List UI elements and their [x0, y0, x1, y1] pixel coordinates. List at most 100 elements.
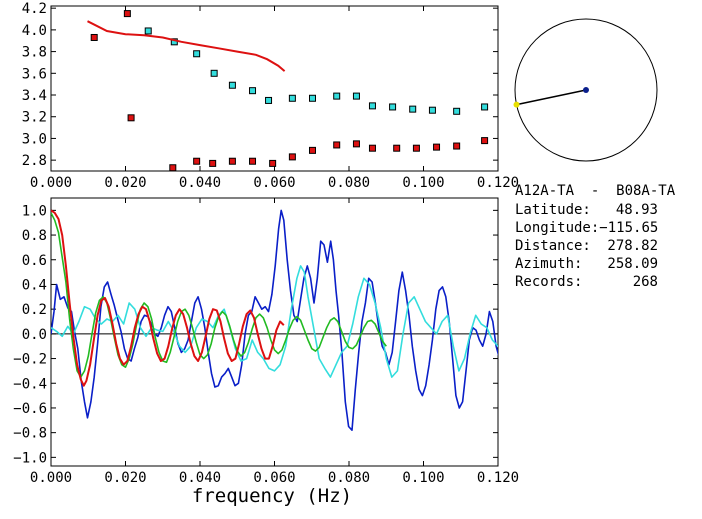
dispersion-y-tick-label: 4.2: [22, 1, 47, 17]
cyan-data-point: [352, 92, 360, 100]
red-data-point: [209, 159, 217, 167]
red-data-point: [269, 159, 277, 167]
dispersion-y-tick-label: 3.4: [22, 88, 47, 104]
coherency-plot-frame: [50, 197, 499, 467]
coherency-y-tick-label: 0.6: [22, 253, 47, 269]
cyan-data-point: [193, 50, 201, 58]
coherency-y-tick-label: −0.8: [13, 426, 47, 442]
station-info-row: Records: 268: [515, 273, 700, 291]
dispersion-x-tick-label: 0.040: [179, 175, 221, 191]
red-data-point: [308, 146, 316, 154]
center-station-marker: [583, 87, 589, 93]
dispersion-plot-frame: [50, 5, 499, 172]
red-data-point: [169, 164, 177, 171]
coherency-y-tick-label: 1.0: [22, 203, 47, 219]
dispersion-x-tick-label: 0.100: [402, 175, 444, 191]
station-info-label: Latitude:: [515, 202, 591, 218]
blue-coherency-line: [51, 209, 498, 431]
coherency-y-tick-label: −0.2: [13, 352, 47, 368]
azimuth-map: [513, 18, 658, 162]
azimuth-path: [516, 89, 587, 106]
coherency-y-tick-label: −1.0: [13, 450, 47, 466]
dispersion-y-tick-label: 3.2: [22, 110, 47, 126]
edge-station-marker: [513, 101, 520, 108]
coherency-y-tick-label: 0.4: [22, 277, 47, 293]
x-axis-label: frequency (Hz): [192, 485, 352, 507]
station-info-row: Distance: 278.82: [515, 237, 700, 255]
coherency-x-tick-label: 0.060: [253, 470, 295, 486]
cyan-data-point: [265, 96, 273, 104]
station-info-value: 48.93: [615, 202, 658, 218]
dispersion-x-tick-label: 0.000: [30, 175, 72, 191]
red-coherency-line: [51, 209, 285, 387]
cyan-data-point: [308, 94, 316, 102]
coherency-x-tick-label: 0.020: [104, 470, 146, 486]
red-data-point: [412, 144, 420, 152]
coherency-x-tick-label: 0.000: [30, 470, 72, 486]
cyan-data-point: [228, 81, 236, 89]
coherency-y-tick-label: −0.6: [13, 401, 47, 417]
station-info-row: Latitude: 48.93: [515, 201, 700, 219]
station-info-label: Records:: [515, 274, 583, 290]
red-data-point: [368, 144, 376, 152]
red-data-point: [193, 157, 201, 165]
cyan-data-point: [409, 105, 417, 113]
cyan-coherency-line: [51, 265, 498, 378]
station-info-rows: Latitude: 48.93 Longitude: −115.65 Distance:…: [515, 201, 700, 291]
dispersion-marks: [87, 10, 489, 171]
red-data-point: [333, 141, 341, 149]
station-info-label: Longitude:: [515, 220, 600, 236]
cyan-data-point: [481, 103, 489, 111]
coherency-ticks: 0.000 0.020 0.040 0.060 0.080 0.100 0.120 1.0 0.…: [13, 198, 519, 486]
station-info-row: Azimuth: 258.09: [515, 255, 700, 273]
dispersion-x-tick-label: 0.080: [328, 175, 370, 191]
station-info-value: 258.09: [607, 256, 658, 272]
cyan-data-point: [389, 103, 397, 111]
dispersion-y-tick-label: 2.8: [22, 153, 47, 169]
dispersion-panel: 0.000 0.020 0.040 0.060 0.080 0.100 0.120 2.8 3.…: [22, 1, 519, 191]
dispersion-y-tick-label: 3.6: [22, 66, 47, 82]
red-data-point: [481, 137, 489, 145]
red-data-point: [127, 114, 135, 122]
coherency-x-tick-label: 0.120: [477, 470, 519, 486]
red-data-point: [90, 33, 98, 41]
dispersion-x-tick-label: 0.120: [477, 175, 519, 191]
red-data-point: [249, 157, 257, 165]
station-info-value: −115.65: [599, 220, 659, 236]
coherency-x-tick-label: 0.080: [328, 470, 370, 486]
red-data-point: [453, 142, 461, 150]
cyan-data-point: [333, 92, 341, 100]
station-info-panel: A12A-TA - B08A-TA Latitude: 48.93 Longitud…: [515, 182, 700, 291]
station-pair: A12A-TA - B08A-TA: [515, 183, 676, 199]
cyan-data-point: [249, 87, 257, 95]
red-data-point: [433, 143, 441, 151]
dispersion-y-tick-label: 4.0: [22, 23, 47, 39]
coherency-y-tick-label: 0.8: [22, 228, 47, 244]
coherency-lines: [51, 209, 498, 431]
dispersion-x-tick-label: 0.060: [253, 175, 295, 191]
cyan-data-point: [368, 102, 376, 110]
red-data-point: [393, 144, 401, 152]
station-info-value: 278.82: [607, 238, 658, 254]
red-data-point: [352, 140, 360, 148]
station-info-row: Longitude: −115.65: [515, 219, 700, 237]
station-info-label: Azimuth:: [515, 256, 583, 272]
cyan-data-point: [428, 106, 436, 114]
cyan-data-point: [288, 94, 296, 102]
dispersion-x-tick-label: 0.020: [104, 175, 146, 191]
cyan-data-point: [210, 69, 218, 77]
station-info-label: Distance:: [515, 238, 591, 254]
model-curve: [87, 20, 286, 72]
dispersion-y-tick-label: 3.8: [22, 45, 47, 61]
red-data-point: [288, 153, 296, 161]
dispersion-ticks: 0.000 0.020 0.040 0.060 0.080 0.100 0.120 2.8 3.…: [22, 1, 519, 191]
cyan-data-point: [453, 107, 461, 115]
cyan-data-point: [144, 27, 152, 35]
coherency-y-tick-label: 0.2: [22, 302, 47, 318]
coherency-x-tick-label: 0.100: [402, 470, 444, 486]
dispersion-y-tick-label: 3.0: [22, 131, 47, 147]
coherency-y-tick-label: 0.0: [22, 327, 47, 343]
coherency-y-tick-label: −0.4: [13, 376, 47, 392]
coherency-x-tick-label: 0.040: [179, 470, 221, 486]
